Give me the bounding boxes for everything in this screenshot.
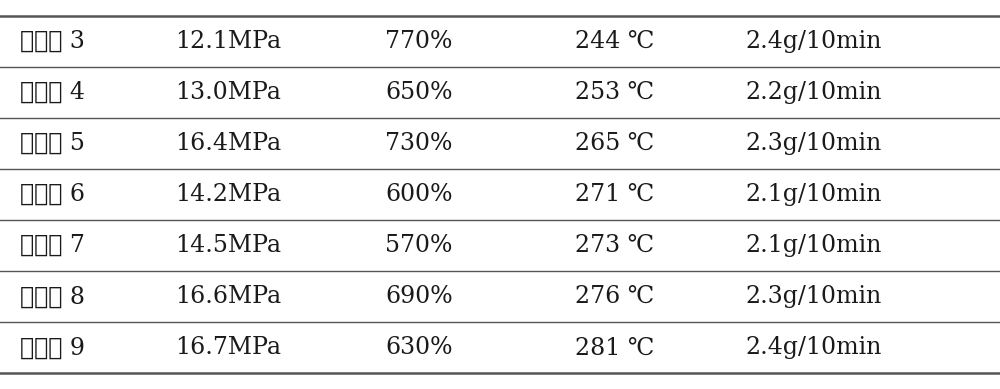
Text: 13.0MPa: 13.0MPa — [175, 81, 281, 104]
Text: 2.1g/10min: 2.1g/10min — [745, 234, 881, 257]
Text: 570%: 570% — [385, 234, 452, 257]
Text: 2.2g/10min: 2.2g/10min — [745, 81, 881, 104]
Text: 实施例 8: 实施例 8 — [20, 285, 85, 308]
Text: 650%: 650% — [385, 81, 452, 104]
Text: 实施例 5: 实施例 5 — [20, 132, 85, 155]
Text: 730%: 730% — [385, 132, 452, 155]
Text: 276 ℃: 276 ℃ — [575, 285, 654, 308]
Text: 14.5MPa: 14.5MPa — [175, 234, 281, 257]
Text: 16.6MPa: 16.6MPa — [175, 285, 281, 308]
Text: 实施例 9: 实施例 9 — [20, 336, 85, 359]
Text: 265 ℃: 265 ℃ — [575, 132, 654, 155]
Text: 2.4g/10min: 2.4g/10min — [745, 336, 881, 359]
Text: 271 ℃: 271 ℃ — [575, 183, 654, 206]
Text: 实施例 4: 实施例 4 — [20, 81, 85, 104]
Text: 实施例 6: 实施例 6 — [20, 183, 85, 206]
Text: 2.3g/10min: 2.3g/10min — [745, 285, 881, 308]
Text: 14.2MPa: 14.2MPa — [175, 183, 281, 206]
Text: 690%: 690% — [385, 285, 453, 308]
Text: 244 ℃: 244 ℃ — [575, 30, 654, 53]
Text: 实施例 7: 实施例 7 — [20, 234, 85, 257]
Text: 600%: 600% — [385, 183, 452, 206]
Text: 16.4MPa: 16.4MPa — [175, 132, 281, 155]
Text: 实施例 3: 实施例 3 — [20, 30, 85, 53]
Text: 12.1MPa: 12.1MPa — [175, 30, 281, 53]
Text: 253 ℃: 253 ℃ — [575, 81, 654, 104]
Text: 2.4g/10min: 2.4g/10min — [745, 30, 881, 53]
Text: 630%: 630% — [385, 336, 452, 359]
Text: 2.3g/10min: 2.3g/10min — [745, 132, 881, 155]
Text: 273 ℃: 273 ℃ — [575, 234, 654, 257]
Text: 770%: 770% — [385, 30, 452, 53]
Text: 2.1g/10min: 2.1g/10min — [745, 183, 881, 206]
Text: 281 ℃: 281 ℃ — [575, 336, 654, 359]
Text: 16.7MPa: 16.7MPa — [175, 336, 281, 359]
